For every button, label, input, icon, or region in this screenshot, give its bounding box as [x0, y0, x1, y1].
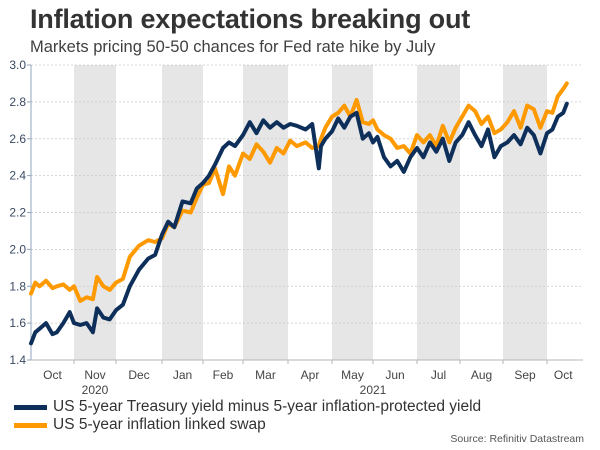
x-tick-label: Mar	[255, 368, 276, 382]
y-tick-label: 1.6	[9, 316, 26, 330]
legend-label: US 5-year Treasury yield minus 5-year in…	[53, 398, 482, 415]
y-tick-label: 2.2	[9, 206, 26, 220]
x-tick-label: May	[341, 368, 364, 382]
x-year-label: 2020	[82, 383, 109, 397]
y-tick-label: 2.6	[9, 132, 26, 146]
x-year-label: 2021	[360, 383, 387, 397]
series-line-treasury-spread	[29, 101, 569, 346]
x-tick-label: Feb	[213, 368, 234, 382]
x-tick-label: Dec	[128, 368, 149, 382]
legend-item-inflation-swap: US 5-year inflation linked swap	[14, 416, 481, 434]
y-tick-label: 2.8	[9, 95, 26, 109]
source-note: Source: Refinitiv Datastream	[450, 433, 584, 445]
x-tick-label: Oct	[554, 368, 573, 382]
y-tick-label: 2.0	[9, 242, 26, 256]
legend-swatch-orange	[14, 422, 47, 428]
x-tick-label: Jul	[431, 368, 446, 382]
x-tick-label: Nov	[84, 368, 105, 382]
y-tick-label: 3.0	[9, 58, 26, 72]
shaded-month-band	[243, 65, 288, 360]
chart-title: Inflation expectations breaking out	[30, 4, 471, 34]
x-tick-label: Jan	[173, 368, 192, 382]
y-tick-label: 1.8	[9, 279, 26, 293]
legend-label: US 5-year inflation linked swap	[53, 416, 266, 433]
legend-swatch-navy	[14, 404, 47, 410]
y-tick-label: 1.4	[9, 353, 26, 367]
series-line-inflation-swap	[29, 81, 569, 303]
x-tick-label: Oct	[43, 368, 62, 382]
y-tick-label: 2.4	[9, 169, 26, 183]
x-tick-label: Apr	[301, 368, 320, 382]
legend-item-treasury-spread: US 5-year Treasury yield minus 5-year in…	[14, 398, 481, 416]
chart-subtitle: Markets pricing 50-50 chances for Fed ra…	[30, 38, 436, 56]
legend: US 5-year Treasury yield minus 5-year in…	[14, 398, 481, 434]
x-tick-label: Sep	[514, 368, 536, 382]
x-tick-label: Jun	[385, 368, 404, 382]
x-tick-label: Aug	[471, 368, 492, 382]
